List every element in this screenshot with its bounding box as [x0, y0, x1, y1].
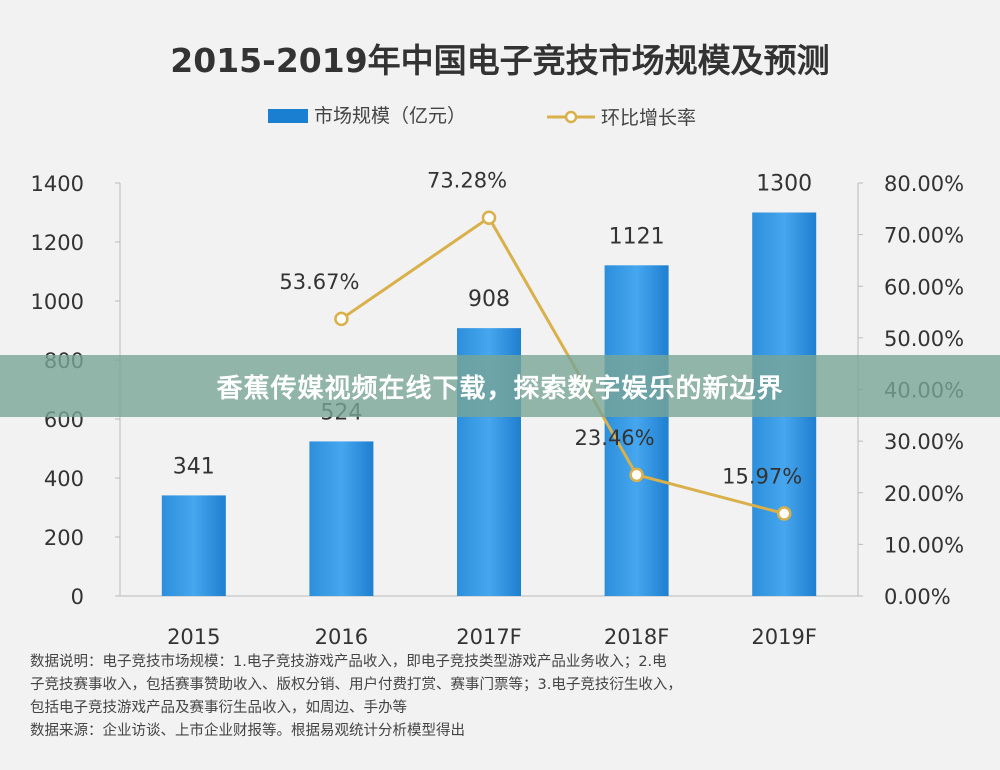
x-tick-label: 2016 [315, 625, 368, 649]
right-tick-label: 80.00% [884, 172, 964, 196]
legend-bar-swatch [268, 109, 308, 123]
line-value-label: 73.28% [427, 169, 507, 193]
legend-line-label: 环比增长率 [601, 107, 696, 129]
left-tick-label: 0 [71, 585, 84, 609]
chart-title: 2015-2019年中国电子竞技市场规模及预测 [170, 41, 829, 80]
right-tick-label: 70.00% [884, 224, 964, 248]
left-tick-label: 1200 [31, 231, 84, 255]
line-point [629, 467, 644, 483]
left-tick-label: 200 [44, 526, 84, 550]
note-line: 子竞技赛事收入，包括赛事赞助收入、版权分销、用户付费打赏、赛事门票等；3.电子竞… [30, 677, 682, 693]
line-value-label: 53.67% [279, 270, 359, 294]
growth-line [334, 210, 792, 521]
line-point [481, 210, 497, 225]
axes: 02004006008001000120014000.00%10.00%20.0… [31, 172, 965, 649]
bar-value-label: 341 [173, 454, 215, 479]
bar-value-label: 908 [468, 287, 510, 312]
line-point [776, 506, 792, 521]
bar-value-label: 1121 [609, 224, 665, 249]
right-tick-label: 30.00% [884, 430, 964, 454]
legend-bar-label: 市场规模（亿元） [314, 105, 466, 127]
line-point [334, 311, 349, 327]
x-tick-label: 2019F [751, 625, 817, 649]
note-line: 包括电子竞技游戏产品及赛事衍生品收入，如周边、手办等 [30, 700, 407, 716]
legend-line-marker [564, 110, 578, 124]
line-value-label: 23.46% [575, 426, 655, 450]
bar-value-label: 1300 [756, 172, 812, 197]
bar [161, 495, 226, 596]
bar [309, 441, 374, 596]
data-notes: 数据说明：电子竞技市场规模：1.电子竞技游戏产品收入，即电子竞技类型游戏产品业务… [30, 651, 975, 743]
bar [604, 265, 669, 596]
x-tick-label: 2015 [167, 625, 220, 649]
x-tick-label: 2018F [604, 625, 670, 649]
note-line: 数据说明：电子竞技市场规模：1.电子竞技游戏产品收入，即电子竞技类型游戏产品业务… [30, 654, 667, 670]
left-tick-label: 1000 [31, 290, 84, 314]
legend: 市场规模（亿元） 环比增长率 [268, 105, 696, 129]
left-tick-label: 1400 [31, 172, 84, 196]
growth-polyline [340, 215, 785, 516]
x-tick-label: 2017F [456, 625, 522, 649]
right-tick-label: 20.00% [884, 482, 964, 506]
right-tick-label: 60.00% [884, 275, 964, 299]
line-value-label: 15.97% [722, 465, 802, 489]
note-line: 数据来源：企业访谈、上市企业财报等。根据易观统计分析模型得出 [30, 723, 465, 739]
right-tick-label: 50.00% [884, 327, 964, 351]
right-tick-label: 10.00% [884, 533, 964, 557]
left-tick-label: 400 [44, 467, 84, 491]
overlay-banner: 香蕉传媒视频在线下载，探索数字娱乐的新边界 [0, 355, 1000, 417]
right-tick-label: 0.00% [884, 585, 951, 609]
chart-svg: 2015-2019年中国电子竞技市场规模及预测 市场规模（亿元） 环比增长率 0… [31, 41, 965, 649]
